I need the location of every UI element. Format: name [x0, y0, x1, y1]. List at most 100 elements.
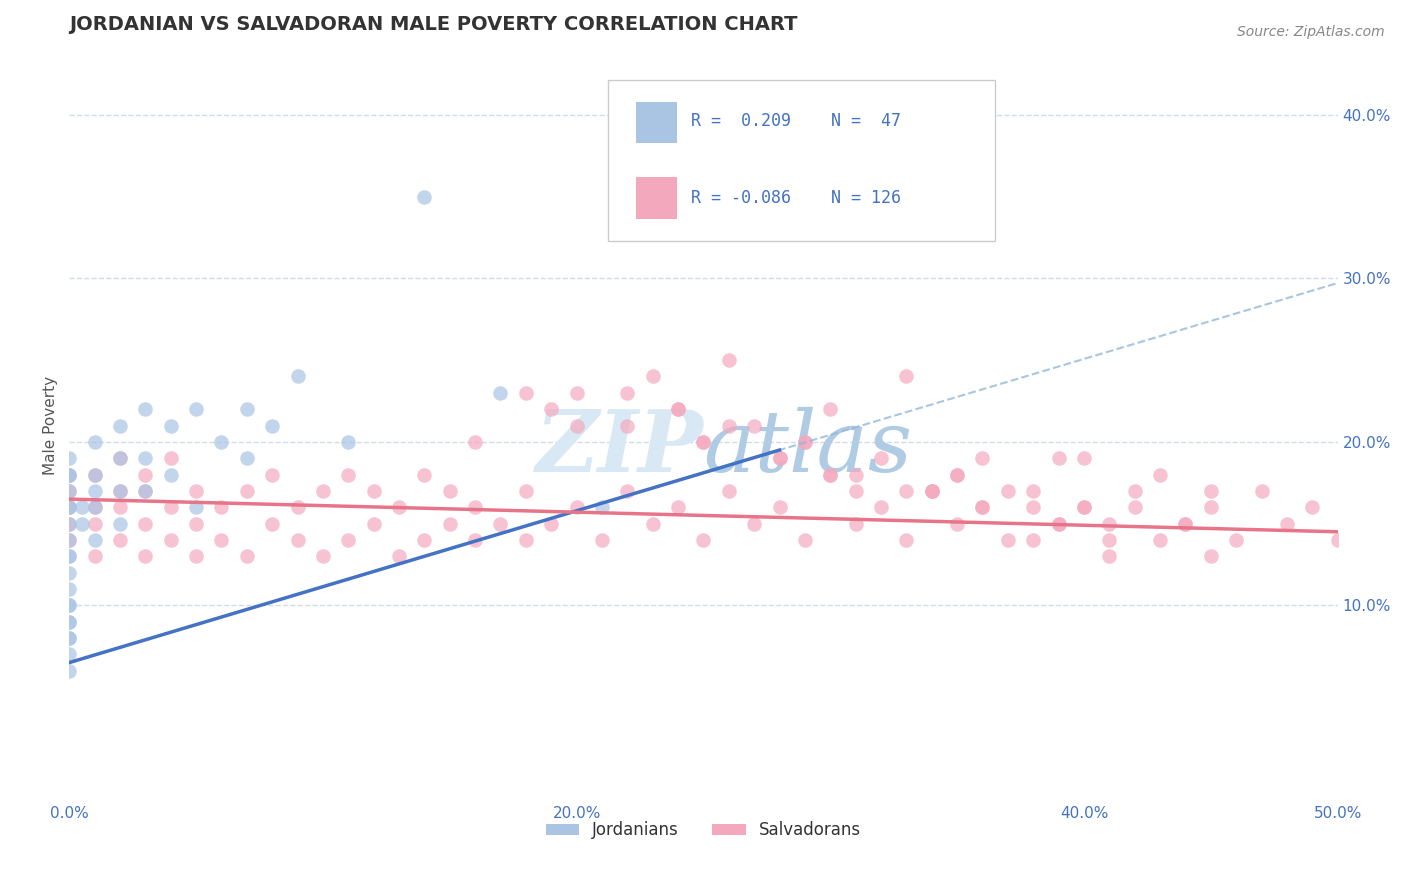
- Point: [1123, 500, 1146, 515]
- Point: [134, 402, 156, 417]
- Point: [262, 516, 284, 531]
- Point: [1047, 451, 1070, 466]
- Point: [108, 451, 131, 466]
- Point: [972, 451, 994, 466]
- Point: [134, 549, 156, 564]
- Point: [1073, 451, 1095, 466]
- FancyBboxPatch shape: [609, 79, 995, 241]
- Point: [896, 483, 918, 498]
- Point: [83, 549, 105, 564]
- Point: [1073, 500, 1095, 515]
- Point: [58, 533, 80, 547]
- Point: [184, 402, 207, 417]
- Point: [312, 483, 335, 498]
- Point: [1123, 483, 1146, 498]
- Point: [58, 500, 80, 515]
- Point: [489, 516, 512, 531]
- Point: [515, 483, 537, 498]
- Point: [641, 369, 664, 384]
- Point: [1199, 549, 1222, 564]
- Point: [159, 500, 181, 515]
- Point: [363, 483, 385, 498]
- Point: [464, 434, 486, 449]
- Point: [1022, 500, 1045, 515]
- Point: [83, 467, 105, 482]
- Point: [58, 451, 80, 466]
- Point: [413, 467, 436, 482]
- Point: [58, 615, 80, 629]
- Point: [1326, 533, 1348, 547]
- Point: [58, 566, 80, 580]
- Point: [1250, 483, 1272, 498]
- Point: [717, 353, 740, 368]
- Text: atlas: atlas: [703, 407, 912, 490]
- Point: [58, 467, 80, 482]
- Point: [972, 500, 994, 515]
- Point: [134, 483, 156, 498]
- Point: [83, 533, 105, 547]
- Point: [1098, 549, 1121, 564]
- Point: [134, 516, 156, 531]
- Point: [184, 516, 207, 531]
- Point: [439, 516, 461, 531]
- Point: [236, 402, 259, 417]
- Point: [58, 516, 80, 531]
- Point: [768, 500, 790, 515]
- Point: [1225, 533, 1247, 547]
- Text: ZIP: ZIP: [536, 407, 703, 490]
- Point: [464, 500, 486, 515]
- Point: [515, 533, 537, 547]
- Point: [616, 483, 638, 498]
- Point: [58, 500, 80, 515]
- Point: [337, 434, 360, 449]
- Point: [363, 516, 385, 531]
- Point: [820, 467, 842, 482]
- Point: [209, 434, 232, 449]
- Point: [159, 533, 181, 547]
- Legend: Jordanians, Salvadorans: Jordanians, Salvadorans: [538, 814, 868, 846]
- Point: [184, 483, 207, 498]
- Point: [287, 533, 309, 547]
- Point: [489, 385, 512, 400]
- Point: [1199, 500, 1222, 515]
- Point: [209, 500, 232, 515]
- Point: [134, 483, 156, 498]
- Point: [58, 516, 80, 531]
- Point: [83, 516, 105, 531]
- Point: [58, 483, 80, 498]
- Point: [565, 385, 588, 400]
- Text: Source: ZipAtlas.com: Source: ZipAtlas.com: [1237, 25, 1385, 39]
- Point: [666, 402, 689, 417]
- Point: [921, 483, 943, 498]
- Point: [591, 533, 613, 547]
- Point: [793, 434, 815, 449]
- Point: [1022, 483, 1045, 498]
- Point: [1047, 516, 1070, 531]
- Point: [896, 533, 918, 547]
- Point: [413, 189, 436, 203]
- Point: [921, 483, 943, 498]
- Point: [58, 533, 80, 547]
- Point: [184, 549, 207, 564]
- Point: [159, 418, 181, 433]
- Point: [793, 533, 815, 547]
- Point: [413, 533, 436, 547]
- Point: [337, 533, 360, 547]
- Point: [70, 500, 93, 515]
- Point: [1022, 533, 1045, 547]
- Point: [58, 664, 80, 678]
- Point: [287, 369, 309, 384]
- Point: [896, 369, 918, 384]
- Point: [108, 500, 131, 515]
- Point: [1199, 483, 1222, 498]
- FancyBboxPatch shape: [636, 178, 676, 219]
- Point: [108, 483, 131, 498]
- Point: [58, 615, 80, 629]
- Point: [58, 467, 80, 482]
- Point: [565, 500, 588, 515]
- Point: [717, 418, 740, 433]
- Point: [83, 434, 105, 449]
- Point: [1149, 533, 1171, 547]
- Point: [337, 467, 360, 482]
- Point: [58, 631, 80, 645]
